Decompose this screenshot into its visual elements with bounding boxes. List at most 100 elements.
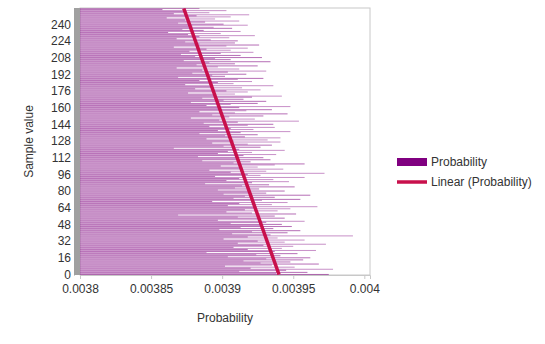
bar <box>80 194 224 195</box>
bar <box>80 240 305 241</box>
bar <box>80 131 290 132</box>
bar <box>80 118 191 119</box>
bar <box>80 153 218 154</box>
bar <box>80 160 202 161</box>
tick: 0.00385 <box>130 275 174 296</box>
bar <box>80 77 178 78</box>
bar <box>80 35 255 36</box>
bar <box>80 203 239 204</box>
bar <box>80 34 188 35</box>
bar <box>80 56 195 57</box>
x-axis-title: Probability <box>197 311 253 325</box>
bar <box>80 200 262 201</box>
bar <box>80 124 273 125</box>
bar <box>80 204 272 205</box>
bar <box>80 217 238 218</box>
bar <box>80 13 174 14</box>
bar <box>80 126 209 127</box>
tick-mark <box>222 275 223 279</box>
tick: 176 <box>51 84 74 98</box>
bar <box>80 125 248 126</box>
bar <box>80 140 234 141</box>
bar <box>80 51 189 52</box>
tick-label: 240 <box>51 18 71 32</box>
tick-label: 0.00385 <box>130 282 174 296</box>
bar <box>80 36 199 37</box>
bar <box>80 175 261 176</box>
bar <box>80 45 259 46</box>
bar <box>80 227 241 228</box>
bar <box>80 46 226 47</box>
tick-label: 0.0039 <box>204 282 241 296</box>
bar <box>80 31 241 32</box>
bar <box>80 191 285 192</box>
bar <box>80 98 202 99</box>
bar <box>80 19 185 20</box>
bar <box>80 271 239 272</box>
bar <box>80 252 207 253</box>
bar <box>80 173 325 174</box>
bar <box>80 219 259 220</box>
bar <box>80 71 266 72</box>
bar <box>80 266 225 267</box>
bar <box>80 114 212 115</box>
bar <box>80 99 243 100</box>
tick: 0.0039 <box>204 275 241 296</box>
bar <box>80 40 238 41</box>
tick-label: 64 <box>58 201 72 215</box>
bar <box>80 142 280 143</box>
bar <box>80 178 239 179</box>
y-axis-title: Sample value <box>22 105 36 178</box>
bar <box>80 119 255 120</box>
bar <box>80 225 261 226</box>
bar <box>80 163 305 164</box>
bar <box>80 238 224 239</box>
bar <box>80 68 239 69</box>
tick-label: 32 <box>58 234 72 248</box>
bar <box>80 187 235 188</box>
tick: 16 <box>58 251 74 265</box>
bar <box>80 145 272 146</box>
tick-label: 0 <box>64 268 71 282</box>
bar <box>80 100 224 101</box>
bar <box>80 208 290 209</box>
bar <box>80 109 272 110</box>
bar <box>80 167 258 168</box>
bar <box>80 242 285 243</box>
bar <box>80 236 248 237</box>
bar <box>80 232 288 233</box>
bar <box>80 85 273 86</box>
bar <box>80 164 275 165</box>
bar <box>80 198 234 199</box>
tick-label: 0.00395 <box>272 282 316 296</box>
bar <box>80 21 239 22</box>
bar <box>80 213 296 214</box>
bar <box>80 235 353 236</box>
bar <box>80 75 212 76</box>
bar <box>80 23 178 24</box>
tick: 128 <box>51 134 74 148</box>
bar <box>80 67 177 68</box>
bar <box>80 134 258 135</box>
bar <box>80 260 243 261</box>
tick-label: 192 <box>51 68 71 82</box>
bar <box>80 155 243 156</box>
bar <box>80 92 188 93</box>
bar <box>80 262 261 263</box>
bar <box>80 244 326 245</box>
bar <box>80 221 305 222</box>
bar <box>80 41 185 42</box>
x-axis: 0.00380.003850.00390.003950.004 <box>62 275 380 296</box>
bar <box>80 218 285 219</box>
tick-label: 96 <box>58 168 72 182</box>
bar <box>80 122 238 123</box>
bar <box>80 174 248 175</box>
tick-label: 176 <box>51 84 71 98</box>
bar <box>80 249 248 250</box>
bar <box>80 137 280 138</box>
bar <box>80 30 204 31</box>
bar <box>80 206 317 207</box>
tick: 96 <box>58 168 74 182</box>
bar <box>80 91 248 92</box>
bar <box>80 128 231 129</box>
